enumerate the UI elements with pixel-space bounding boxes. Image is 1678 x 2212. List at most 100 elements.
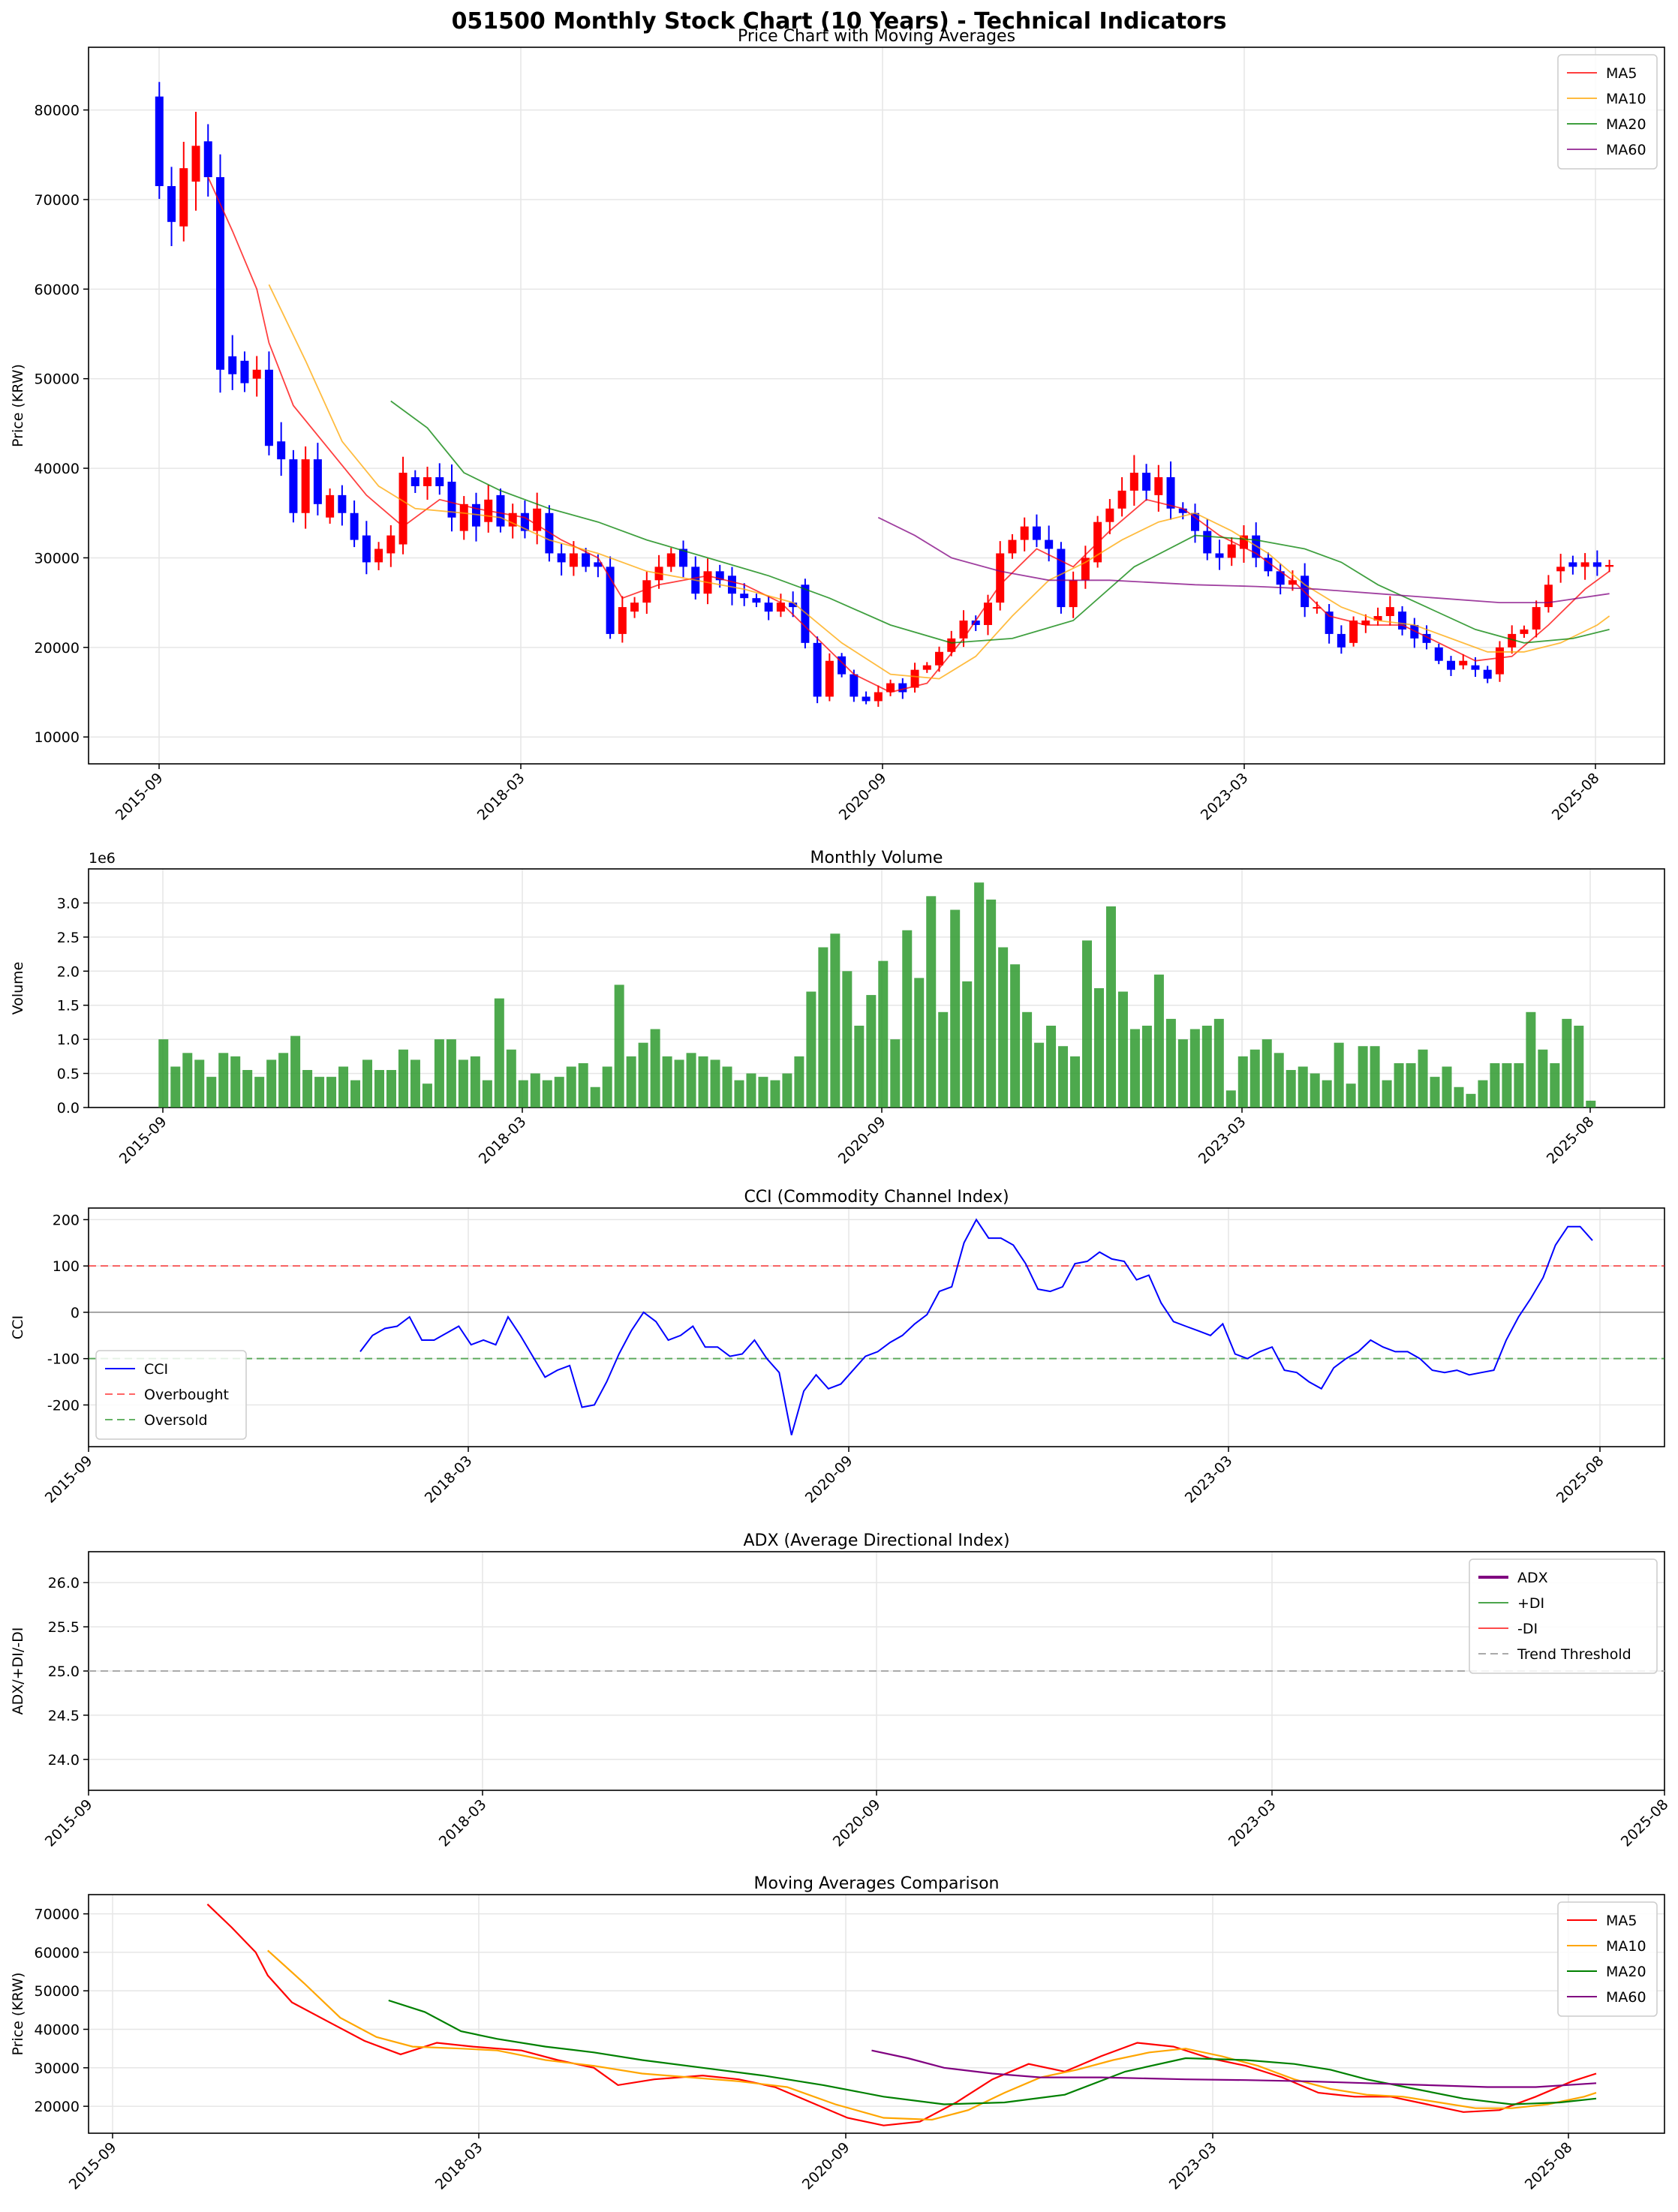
volume-bar xyxy=(242,1070,253,1108)
volume-xtick-label: 2025-08 xyxy=(1544,1114,1598,1168)
volume-bar xyxy=(638,1042,648,1108)
volume-bar xyxy=(206,1077,217,1108)
cci-title: CCI (Commodity Channel Index) xyxy=(744,1188,1009,1207)
ma-ma20-line xyxy=(388,1999,1597,2105)
volume-bar xyxy=(650,1029,660,1108)
volume-bar xyxy=(878,960,889,1108)
volume-bar xyxy=(290,1035,301,1108)
price-candle-body xyxy=(289,459,298,513)
price-candle-body xyxy=(447,481,456,518)
price-legend-label-0: MA5 xyxy=(1606,65,1637,82)
price-legend-label-3: MA60 xyxy=(1606,142,1646,158)
price-candle-body xyxy=(1556,567,1565,572)
price-candle-body xyxy=(1142,473,1151,491)
volume-bar xyxy=(974,882,985,1108)
ma-axes-frame xyxy=(88,1894,1665,2134)
price-candle-body xyxy=(1373,616,1382,621)
volume-bar xyxy=(1093,988,1104,1108)
volume-bar xyxy=(1010,964,1021,1108)
price-ma5-line xyxy=(207,176,1610,693)
volume-bar xyxy=(1046,1025,1057,1108)
price-candle-body xyxy=(1191,512,1200,531)
volume-bar xyxy=(494,998,504,1108)
volume-bar xyxy=(1346,1083,1356,1108)
volume-bar xyxy=(1034,1042,1045,1108)
price-candle-body xyxy=(1020,526,1029,540)
adx-xtick-label: 2023-03 xyxy=(1225,1796,1280,1850)
ma-legend-label-1: MA10 xyxy=(1606,1938,1646,1955)
volume-bar xyxy=(518,1080,528,1108)
volume-bar xyxy=(614,984,624,1108)
adx-xtick-label: 2018-03 xyxy=(436,1796,490,1850)
adx-legend: ADX +DI -DI Trend Threshold xyxy=(1469,1558,1658,1674)
adx-ytick-label: 25.5 xyxy=(48,1619,80,1636)
ma-ylabel: Price (KRW) xyxy=(10,1973,26,2056)
price-candle-body xyxy=(1483,669,1492,679)
cci-xtick-label: 2018-03 xyxy=(422,1453,476,1507)
price-candle-body xyxy=(727,576,736,594)
price-xtick-label: 2020-09 xyxy=(836,770,890,824)
volume-offset-label: 1e6 xyxy=(89,850,116,867)
price-candle-body xyxy=(1129,473,1138,491)
cci-legend-box xyxy=(95,1350,247,1440)
volume-bar xyxy=(1298,1066,1308,1108)
volume-ytick-label: 2.0 xyxy=(57,963,80,980)
volume-bar xyxy=(1562,1018,1572,1108)
volume-bar xyxy=(986,899,997,1108)
price-ytick-label: 60000 xyxy=(35,281,80,298)
price-ytick-label: 10000 xyxy=(35,729,80,746)
price-candle-body xyxy=(1045,539,1054,549)
price-candle-body xyxy=(1154,477,1163,495)
price-candle-body xyxy=(910,669,919,688)
volume-bar xyxy=(578,1062,588,1108)
price-candle-body xyxy=(1203,530,1212,554)
volume-bar xyxy=(362,1059,373,1108)
price-candle-body xyxy=(740,594,749,599)
adx-ytick-label: 24.0 xyxy=(48,1752,80,1769)
volume-bar xyxy=(590,1086,600,1108)
volume-bar xyxy=(734,1080,744,1108)
price-candle-body xyxy=(508,512,517,527)
price-candle-body xyxy=(1459,660,1468,666)
price-candle-body xyxy=(1398,612,1407,630)
volume-bar xyxy=(1262,1039,1272,1108)
price-candle-body xyxy=(179,168,188,227)
volume-bar xyxy=(314,1077,325,1108)
volume-bar xyxy=(1322,1080,1332,1108)
adx-legend-label-0: ADX xyxy=(1517,1570,1548,1586)
price-xtick-label: 2018-03 xyxy=(474,770,528,824)
volume-bar xyxy=(1022,1011,1033,1108)
volume-bar xyxy=(1418,1049,1428,1108)
volume-bar xyxy=(446,1039,456,1108)
volume-ytick-label: 2.5 xyxy=(57,930,80,946)
volume-bar xyxy=(1358,1046,1368,1108)
volume-ytick-label: 1.0 xyxy=(57,1032,80,1048)
price-candle-body xyxy=(240,360,249,383)
price-candle-body xyxy=(1313,607,1322,609)
cci-line xyxy=(359,1218,1593,1435)
volume-bar xyxy=(1225,1090,1236,1108)
price-candle-body xyxy=(1532,607,1541,630)
ma-xtick-label: 2020-09 xyxy=(799,2139,853,2193)
volume-ytick-label: 1.5 xyxy=(57,998,80,1014)
price-candle-body xyxy=(874,692,883,702)
price-candle-body xyxy=(1471,665,1480,670)
volume-bar xyxy=(1550,1062,1560,1108)
volume-bar xyxy=(374,1070,384,1108)
volume-bar xyxy=(338,1066,349,1108)
price-candle-body xyxy=(862,696,871,702)
volume-ytick-label: 0.0 xyxy=(57,1100,80,1117)
volume-bar xyxy=(1334,1042,1344,1108)
price-candle-body xyxy=(1215,553,1224,558)
cci-legend-label-0: CCI xyxy=(144,1361,168,1378)
volume-bar xyxy=(1430,1077,1440,1108)
volume-bar xyxy=(1105,906,1116,1108)
ma-ma10-line xyxy=(267,1949,1597,2121)
volume-bar xyxy=(1082,940,1093,1108)
price-candle-body xyxy=(837,656,847,675)
volume-xtick-label: 2018-03 xyxy=(476,1114,530,1168)
price-legend: MA5 MA10 MA20 MA60 xyxy=(1557,54,1658,170)
volume-bar xyxy=(1189,1029,1200,1108)
ma-ytick-label: 50000 xyxy=(35,1983,80,2000)
volume-bar xyxy=(866,995,877,1108)
